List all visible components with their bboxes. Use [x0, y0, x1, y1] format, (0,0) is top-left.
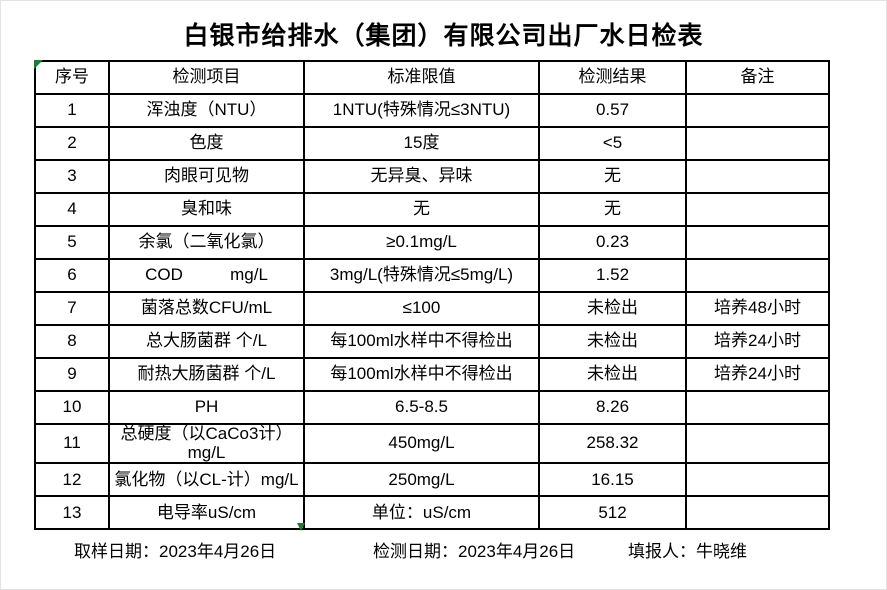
page-title: 白银市给排水（集团）有限公司出厂水日检表 [183, 22, 704, 50]
table-row: 6 COD mg/L 3mg/L(特殊情况≤5mg/L) 1.52 [34, 258, 830, 293]
table-row: 5 余氯（二氧化氯） ≥0.1mg/L 0.23 [34, 225, 830, 260]
cell-item: 菌落总数CFU/mL [108, 291, 305, 326]
cell-result: 无 [538, 159, 687, 194]
cell-no: 5 [34, 225, 110, 260]
table-row: 9 耐热大肠菌群 个/L 每100ml水样中不得检出 未检出 培养24小时 [34, 357, 830, 392]
cell-no: 12 [34, 462, 110, 498]
cell-remark [685, 192, 830, 227]
cell-no: 6 [34, 258, 110, 293]
cell-item: 总硬度（以CaCo3计）mg/L [108, 422, 305, 465]
cell-standard: 3mg/L(特殊情况≤5mg/L) [303, 258, 540, 293]
cell-remark [685, 462, 830, 498]
cell-remark: 培养24小时 [685, 357, 830, 392]
table-row: 7 菌落总数CFU/mL ≤100 未检出 培养48小时 [34, 291, 830, 326]
header-no: 序号 [34, 60, 110, 95]
footer: 取样日期：2023年4月26日 检测日期：2023年4月26日 填报人：牛晓维 [0, 537, 887, 561]
cell-remark [685, 495, 830, 531]
reporter: 填报人：牛晓维 [628, 542, 747, 561]
cell-item: 臭和味 [108, 192, 305, 227]
cell-no: 11 [34, 422, 110, 465]
cell-standard: 15度 [303, 126, 540, 161]
table-header-row: 序号 检测项目 标准限值 检测结果 备注 [34, 60, 830, 95]
header-result: 检测结果 [538, 60, 687, 95]
cell-item: PH [108, 390, 305, 425]
cell-remark [685, 126, 830, 161]
sampling-date: 取样日期：2023年4月26日 [74, 542, 277, 561]
water-inspection-table: 序号 检测项目 标准限值 检测结果 备注 1 浑浊度（NTU） 1NTU(特殊情… [34, 60, 830, 531]
cell-standard: 每100ml水样中不得检出 [303, 357, 540, 392]
cell-item: 耐热大肠菌群 个/L [108, 357, 305, 392]
cell-remark [685, 93, 830, 128]
cell-remark [685, 422, 830, 465]
table-row: 10 PH 6.5-8.5 8.26 [34, 390, 830, 425]
cell-remark: 培养48小时 [685, 291, 830, 326]
table-row: 3 肉眼可见物 无异臭、异味 无 [34, 159, 830, 194]
cell-standard: ≤100 [303, 291, 540, 326]
cell-result: <5 [538, 126, 687, 161]
cell-result: 未检出 [538, 357, 687, 392]
cell-remark: 培养24小时 [685, 324, 830, 359]
cell-result: 8.26 [538, 390, 687, 425]
cell-result: 258.32 [538, 422, 687, 465]
test-date: 检测日期：2023年4月26日 [373, 542, 576, 561]
cell-result: 16.15 [538, 462, 687, 498]
cell-standard: 无 [303, 192, 540, 227]
table-row: 12 氯化物（以CL-计）mg/L 250mg/L 16.15 [34, 462, 830, 498]
cell-no: 8 [34, 324, 110, 359]
cell-remark [685, 258, 830, 293]
cell-result: 1.52 [538, 258, 687, 293]
cell-standard: 450mg/L [303, 422, 540, 465]
cell-standard: 单位：uS/cm [303, 495, 540, 531]
cell-no: 7 [34, 291, 110, 326]
table-row: 2 色度 15度 <5 [34, 126, 830, 161]
table-row: 13 电导率uS/cm 单位：uS/cm 512 [34, 495, 830, 531]
table-row: 11 总硬度（以CaCo3计）mg/L 450mg/L 258.32 [34, 422, 830, 465]
cell-no: 1 [34, 93, 110, 128]
green-bottom-artifact-icon [297, 523, 305, 531]
cell-item: 余氯（二氧化氯） [108, 225, 305, 260]
cell-standard: 1NTU(特殊情况≤3NTU) [303, 93, 540, 128]
cell-result: 0.23 [538, 225, 687, 260]
cell-no: 2 [34, 126, 110, 161]
table-row: 8 总大肠菌群 个/L 每100ml水样中不得检出 未检出 培养24小时 [34, 324, 830, 359]
cell-no: 10 [34, 390, 110, 425]
cell-result: 未检出 [538, 324, 687, 359]
cell-item: COD mg/L [108, 258, 305, 293]
cell-item: 浑浊度（NTU） [108, 93, 305, 128]
cell-item: 总大肠菌群 个/L [108, 324, 305, 359]
header-standard: 标准限值 [303, 60, 540, 95]
header-remark: 备注 [685, 60, 830, 95]
cell-remark [685, 159, 830, 194]
cell-result: 无 [538, 192, 687, 227]
cell-item: 色度 [108, 126, 305, 161]
cell-item: 氯化物（以CL-计）mg/L [108, 462, 305, 498]
cell-result: 0.57 [538, 93, 687, 128]
cell-item: 肉眼可见物 [108, 159, 305, 194]
cell-remark [685, 225, 830, 260]
header-item: 检测项目 [108, 60, 305, 95]
table-row: 1 浑浊度（NTU） 1NTU(特殊情况≤3NTU) 0.57 [34, 93, 830, 128]
cell-standard: 无异臭、异味 [303, 159, 540, 194]
cell-no: 3 [34, 159, 110, 194]
green-corner-artifact-icon [34, 60, 43, 69]
cell-item: 电导率uS/cm [108, 495, 305, 531]
table-row: 4 臭和味 无 无 [34, 192, 830, 227]
cell-standard: 6.5-8.5 [303, 390, 540, 425]
cell-result: 未检出 [538, 291, 687, 326]
cell-standard: 每100ml水样中不得检出 [303, 324, 540, 359]
cell-no: 4 [34, 192, 110, 227]
cell-standard: 250mg/L [303, 462, 540, 498]
cell-standard: ≥0.1mg/L [303, 225, 540, 260]
cell-result: 512 [538, 495, 687, 531]
cell-no: 9 [34, 357, 110, 392]
cell-remark [685, 390, 830, 425]
cell-no: 13 [34, 495, 110, 531]
